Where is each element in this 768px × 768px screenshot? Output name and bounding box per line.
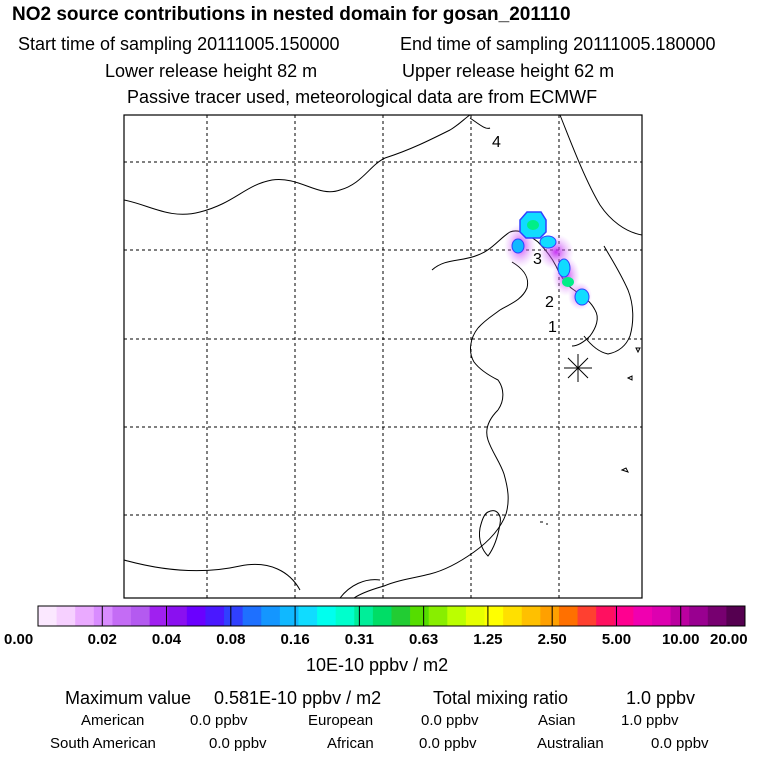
colorbar-tick-label: 0.02: [87, 631, 117, 648]
marker-label: 2: [545, 294, 554, 311]
colorbar-tick-label: 0.63: [409, 631, 439, 648]
australian-value: 0.0 ppbv: [651, 735, 709, 752]
marker-label: 4: [492, 134, 501, 151]
upper-release-height: Upper release height 62 m: [402, 61, 615, 81]
asian-value: 1.0 ppbv: [621, 712, 679, 729]
colorbar-tick-label: 1.25: [473, 631, 503, 648]
colorbar-swatch: [93, 606, 113, 626]
colorbar-swatch: [410, 606, 430, 626]
colorbar-swatch: [484, 606, 504, 626]
colorbar-swatch: [689, 606, 709, 626]
marker-label: 3: [533, 251, 542, 268]
plume-footprint: [504, 211, 592, 310]
lat-lon-grid: [124, 115, 642, 598]
colorbar-swatch: [670, 606, 690, 626]
colorbar-swatch: [428, 606, 448, 626]
colorbar-swatch: [521, 606, 541, 626]
american-value: 0.0 ppbv: [190, 712, 248, 729]
colorbar-swatch: [38, 606, 58, 626]
african-label: African: [327, 735, 374, 752]
colorbar-swatch: [224, 606, 244, 626]
colorbar-swatch: [261, 606, 281, 626]
colorbar-tick-label: 10.00: [661, 631, 700, 648]
colorbar-tick-label: 20.00: [710, 631, 748, 648]
colorbar-swatch: [651, 606, 672, 626]
colorbar-swatch: [112, 606, 132, 626]
colorbar-swatch: [372, 606, 392, 626]
max-value: 0.581E-10 ppbv / m2: [214, 688, 382, 708]
marker-label: 1: [548, 319, 557, 336]
colorbar-swatch: [205, 606, 225, 626]
color-scale-bar: [37, 605, 746, 627]
colorbar-tick-label: 0.00: [4, 631, 34, 648]
lower-release-height: Lower release height 82 m: [105, 61, 318, 81]
colorbar-tick-label: 2.50: [537, 631, 567, 648]
colorbar-swatch: [168, 606, 188, 626]
european-value: 0.0 ppbv: [421, 712, 479, 729]
max-value-label: Maximum value: [65, 688, 192, 708]
colorbar-swatch: [186, 606, 206, 626]
total-mixing-value: 1.0 ppbv: [626, 688, 696, 708]
australian-label: Australian: [537, 735, 604, 752]
start-time: Start time of sampling 20111005.150000: [18, 34, 340, 54]
colorbar-swatch: [633, 606, 653, 626]
receptor-star-icon: [564, 354, 592, 382]
colorbar-tick-label: 0.31: [344, 631, 374, 648]
european-label: European: [308, 712, 374, 729]
colorbar-swatch: [279, 606, 299, 626]
colorbar-swatch: [75, 606, 95, 626]
end-time: End time of sampling 20111005.180000: [400, 34, 716, 54]
colorbar-swatch: [242, 606, 262, 626]
data-source-note: Passive tracer used, meteorological data…: [127, 87, 598, 107]
colorbar-swatch: [149, 606, 169, 626]
total-mixing-label: Total mixing ratio: [433, 688, 569, 708]
colorbar-tick-label: 0.16: [280, 631, 310, 648]
colorbar-unit: 10E-10 ppbv / m2: [306, 655, 449, 675]
colorbar-swatch: [354, 606, 374, 626]
colorbar-swatch: [707, 606, 727, 626]
colorbar-swatch: [298, 606, 318, 626]
colorbar-swatch: [391, 606, 411, 626]
south-american-label: South American: [50, 735, 156, 752]
south-american-value: 0.0 ppbv: [209, 735, 267, 752]
colorbar-swatch: [317, 606, 337, 626]
colorbar-tick-label: 5.00: [601, 631, 632, 648]
colorbar-swatch: [503, 606, 523, 626]
colorbar-tick-label: 0.08: [216, 631, 246, 648]
colorbar-swatch: [131, 606, 151, 626]
african-value: 0.0 ppbv: [419, 735, 477, 752]
colorbar-frame: [37, 605, 746, 627]
colorbar-swatch: [335, 606, 355, 626]
colorbar-swatch: [558, 606, 579, 626]
colorbar-swatch: [577, 606, 597, 626]
colorbar-swatch: [596, 606, 616, 626]
map-panel: 4 3 2 1: [123, 114, 643, 599]
page-title: NO2 source contributions in nested domai…: [12, 4, 571, 25]
american-label: American: [81, 712, 145, 729]
colorbar-swatch: [447, 606, 467, 626]
colorbar-swatch: [465, 606, 486, 626]
colorbar-swatch: [726, 606, 746, 626]
colorbar-tick-label: 0.04: [151, 631, 182, 648]
source-markers: 4 3 2 1: [492, 134, 557, 336]
asian-label: Asian: [538, 712, 576, 729]
colorbar-swatch: [614, 606, 634, 626]
colorbar-swatch: [540, 606, 560, 626]
colorbar-swatch: [56, 606, 76, 626]
